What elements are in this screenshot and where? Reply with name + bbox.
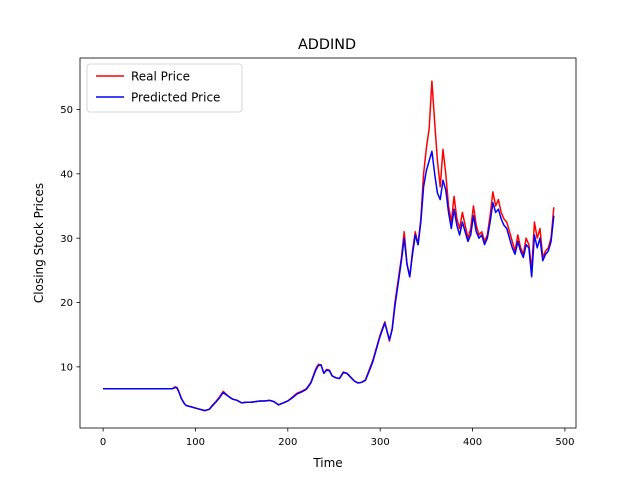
x-tick-label: 400	[463, 437, 482, 448]
x-tick-label: 0	[100, 437, 106, 448]
y-tick-label: 30	[60, 234, 73, 245]
y-tick-label: 50	[60, 105, 73, 116]
y-axis-label: Closing Stock Prices	[32, 183, 46, 303]
series-line-predicted-price	[103, 150, 555, 412]
x-tick-label: 200	[278, 437, 297, 448]
y-tick-label: 20	[60, 298, 73, 309]
chart-title: ADDIND	[298, 37, 356, 53]
legend-box	[86, 63, 243, 113]
y-tick-label: 40	[60, 169, 73, 180]
legend-label-predicted-price: Predicted Price	[131, 91, 220, 105]
x-tick-label: 500	[555, 437, 574, 448]
series-line-real-price	[103, 80, 555, 412]
y-axis-ticks: 10 20 30 40 50	[60, 105, 80, 373]
legend-label-real-price: Real Price	[131, 70, 190, 84]
x-tick-label: 100	[186, 437, 205, 448]
plot-area	[103, 80, 555, 412]
x-axis-label: Time	[312, 456, 342, 470]
x-axis-ticks: 0 100 200 300 400 500	[100, 428, 574, 448]
y-tick-label: 10	[60, 362, 73, 373]
legend: Real Price Predicted Price	[86, 63, 243, 113]
x-tick-label: 300	[371, 437, 390, 448]
axes-frame	[79, 57, 577, 429]
